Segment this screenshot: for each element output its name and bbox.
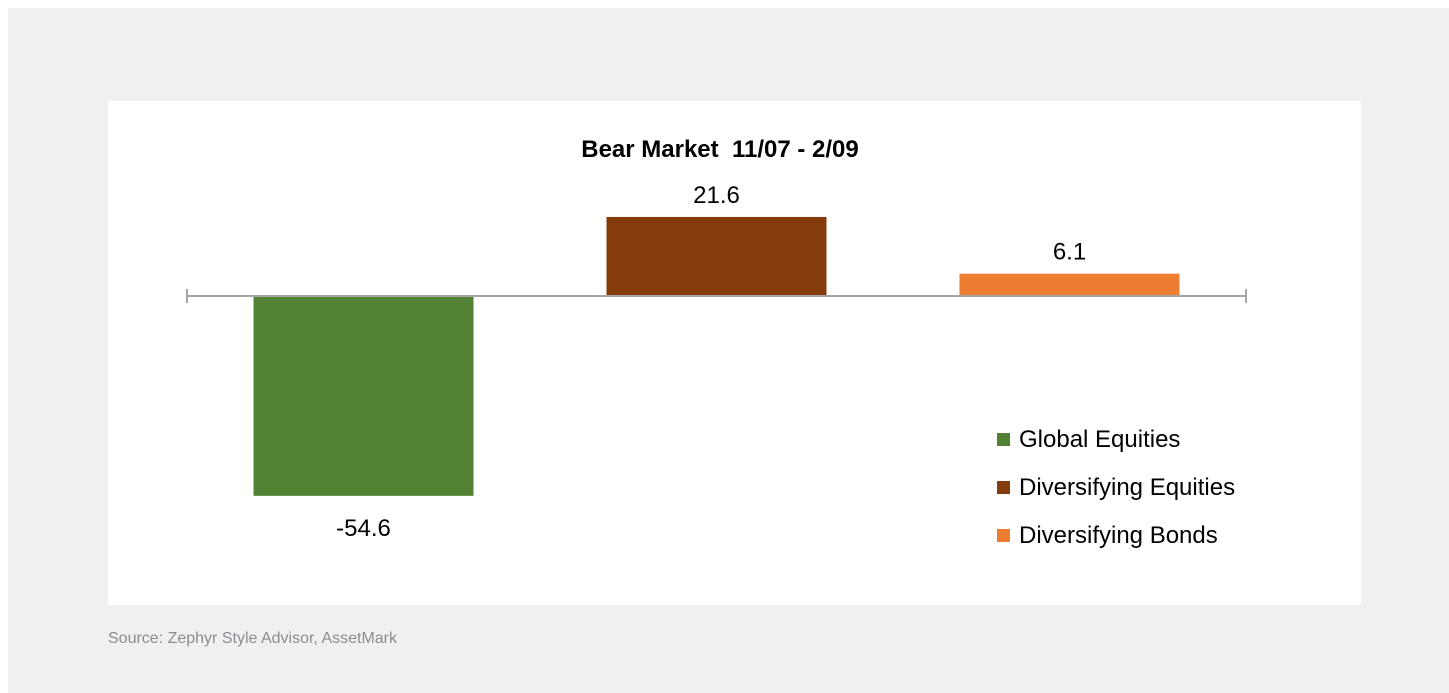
data-label-diversifying-bonds: 6.1 bbox=[1053, 239, 1086, 266]
bars-layer bbox=[253, 216, 1180, 496]
legend-label-diversifying-bonds: Diversifying Bonds bbox=[1019, 522, 1218, 549]
legend-label-diversifying-equities: Diversifying Equities bbox=[1019, 474, 1235, 501]
legend-swatch-global-equities bbox=[997, 433, 1010, 446]
bar-global-equities bbox=[253, 296, 474, 496]
page-background: Bear Market 11/07 - 2/09 -54.6 21.6 6.1 Gl… bbox=[8, 8, 1449, 693]
bar-chart: Bear Market 11/07 - 2/09 -54.6 21.6 6.1 Gl… bbox=[186, 136, 1247, 549]
data-label-global-equities: -54.6 bbox=[336, 515, 391, 542]
legend-swatch-diversifying-equities bbox=[997, 481, 1010, 494]
source-note: Source: Zephyr Style Advisor, AssetMark bbox=[108, 630, 398, 647]
x-axis bbox=[186, 289, 1247, 303]
bar-diversifying-bonds bbox=[959, 273, 1180, 296]
legend-label-global-equities: Global Equities bbox=[1019, 426, 1180, 453]
legend-swatch-diversifying-bonds bbox=[997, 529, 1010, 542]
data-label-diversifying-equities: 21.6 bbox=[693, 182, 740, 209]
data-labels: -54.6 21.6 6.1 bbox=[336, 182, 1086, 542]
chart-card: Bear Market 11/07 - 2/09 -54.6 21.6 6.1 Gl… bbox=[108, 101, 1361, 605]
legend: Global Equities Diversifying Equities Dive… bbox=[997, 426, 1235, 549]
chart-title: Bear Market 11/07 - 2/09 bbox=[581, 136, 859, 163]
bar-diversifying-equities bbox=[606, 216, 827, 296]
